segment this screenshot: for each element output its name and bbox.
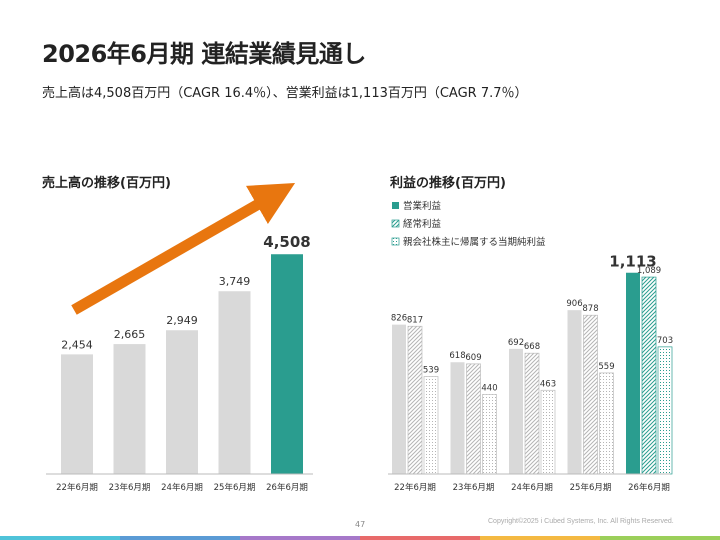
page-subtitle: 売上高は4,508百万円（CAGR 16.4％）、営業利益は1,113百万円（C… — [42, 86, 528, 101]
profit-bar — [567, 310, 582, 474]
profit-bar — [657, 346, 673, 475]
profit-data-label: 878 — [582, 304, 598, 314]
profit-data-label: 559 — [598, 362, 614, 372]
profit-data-label: 539 — [423, 366, 439, 376]
profit-bar — [482, 394, 497, 475]
legend-swatch — [391, 237, 400, 246]
profit-data-label: 668 — [524, 342, 540, 352]
profit-bar — [626, 272, 640, 474]
revenue-data-label: 3,749 — [219, 275, 251, 288]
profit-data-label: 817 — [407, 315, 423, 325]
legend-label: 営業利益 — [403, 200, 442, 212]
revenue-bar — [218, 291, 251, 474]
profit-category-label: 22年6月期 — [394, 482, 436, 493]
profit-data-label: 692 — [508, 338, 524, 348]
profit-bar — [509, 348, 523, 474]
profit-data-label: 703 — [657, 336, 673, 346]
revenue-bar — [113, 344, 146, 474]
profit-bar — [524, 352, 540, 475]
profit-category-label: 26年6月期 — [628, 482, 670, 493]
revenue-chart: 2,454 22年6月期 2,665 23年6月期 2,949 24年6月期 3,749 25… — [46, 183, 313, 493]
profit-category-label: 23年6月期 — [453, 482, 495, 493]
copyright-notice: Copyright©2025 i Cubed Systems, Inc. All… — [488, 518, 674, 525]
revenue-data-label: 2,665 — [114, 328, 146, 341]
profit-data-label: 906 — [566, 299, 582, 309]
profit-data-label: 609 — [465, 353, 481, 363]
revenue-bar — [271, 254, 303, 474]
profit-bar — [599, 372, 614, 475]
profit-data-label: 440 — [481, 383, 497, 393]
profit-bar — [641, 276, 657, 475]
revenue-data-label: 4,508 — [263, 233, 310, 251]
footer-color-segment — [240, 536, 360, 540]
profit-bar — [423, 376, 439, 475]
revenue-category-label: 26年6月期 — [266, 482, 308, 493]
profit-data-label: 1,113 — [609, 253, 656, 271]
profit-chart: 826 817 539 22年6月期 618 609 440 23年6月期 692 668 463 2… — [388, 200, 673, 493]
legend-label: 親会社株主に帰属する当期純利益 — [403, 236, 546, 248]
legend-label: 経常利益 — [403, 218, 442, 230]
profit-data-label: 1,089 — [637, 266, 661, 276]
profit-data-label: 618 — [449, 351, 465, 361]
legend-swatch — [391, 219, 400, 228]
revenue-data-label: 2,949 — [166, 314, 198, 327]
profit-category-label: 25年6月期 — [570, 482, 612, 493]
footer-color-segment — [120, 536, 240, 540]
footer-color-segment — [0, 536, 120, 540]
profit-bar — [407, 325, 423, 475]
profit-data-label: 463 — [540, 379, 556, 389]
profit-bar — [583, 314, 598, 475]
revenue-bar — [61, 354, 93, 474]
profit-bar — [466, 363, 481, 475]
revenue-chart-title: 売上高の推移(百万円) — [42, 176, 171, 191]
profit-bar — [540, 389, 556, 475]
page-number: 47 — [355, 520, 366, 529]
profit-bar — [450, 362, 465, 474]
profit-category-label: 24年6月期 — [511, 482, 553, 493]
revenue-data-label: 2,454 — [61, 338, 93, 351]
revenue-bar — [166, 330, 198, 474]
profit-data-label: 826 — [391, 314, 407, 324]
page-title: 2026年6月期 連結業績見通し — [42, 40, 366, 68]
footer-color-segment — [600, 536, 720, 540]
footer-color-segment — [360, 536, 480, 540]
revenue-category-label: 22年6月期 — [56, 482, 98, 493]
legend-swatch — [392, 202, 399, 209]
trend-arrow-icon — [71, 183, 296, 315]
footer-color-bar — [0, 536, 720, 540]
revenue-category-label: 25年6月期 — [214, 482, 256, 493]
revenue-category-label: 24年6月期 — [161, 482, 203, 493]
revenue-category-label: 23年6月期 — [109, 482, 151, 493]
footer-color-segment — [480, 536, 600, 540]
profit-chart-title: 利益の推移(百万円) — [390, 176, 506, 191]
profit-bar — [392, 324, 406, 474]
